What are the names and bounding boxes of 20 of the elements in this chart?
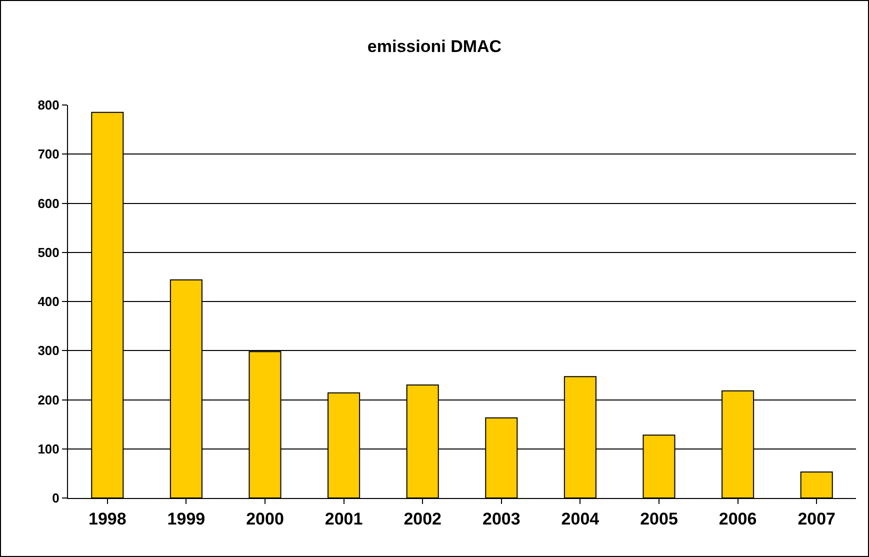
- x-tick-label: 2003: [482, 509, 520, 528]
- y-tick-label: 200: [38, 392, 60, 408]
- x-tick-label: 2005: [640, 509, 678, 528]
- x-tick-label: 1999: [167, 509, 206, 528]
- x-tick-label: 2002: [404, 509, 442, 528]
- y-tick-label: 400: [38, 294, 60, 310]
- x-tick-label: 2001: [324, 509, 363, 528]
- x-tick-label: 1998: [88, 509, 126, 528]
- y-tick-label: 600: [38, 196, 60, 211]
- x-tick-label: 2004: [561, 509, 600, 528]
- y-tick-label: 100: [38, 441, 60, 456]
- y-tick-label: 0: [52, 490, 60, 506]
- chart-title: emissioni DMAC: [367, 36, 502, 56]
- y-tick-label: 700: [38, 146, 60, 162]
- x-tick-label: 2007: [798, 509, 836, 528]
- x-tick-label: 2000: [246, 509, 284, 528]
- y-tick-label: 500: [38, 244, 60, 260]
- y-tick-label: 300: [38, 343, 60, 358]
- y-tick-label: 800: [38, 98, 60, 113]
- x-tick-label: 2006: [718, 509, 757, 528]
